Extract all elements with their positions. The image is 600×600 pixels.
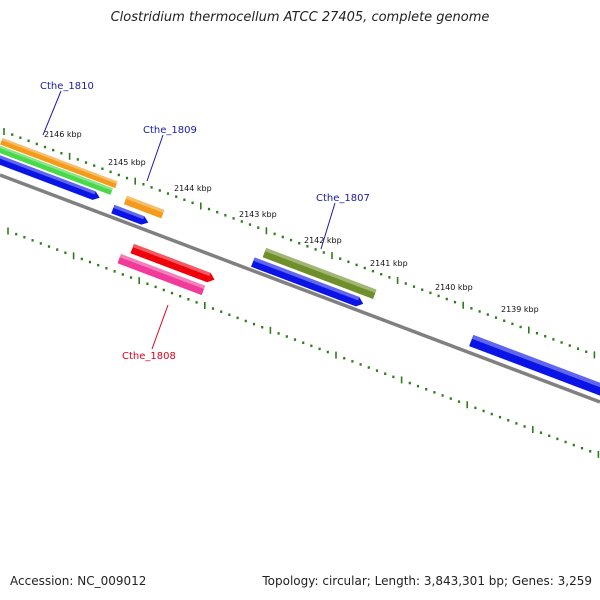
topology-text: Topology: circular; Length: 3,843,301 bp… — [262, 574, 592, 588]
gene-label-leader-0 — [42, 90, 62, 136]
kbp-label-5: 2141 kbp — [370, 259, 408, 268]
kbp-label-4: 2142 kbp — [304, 236, 342, 245]
gene-red-1808 — [130, 243, 215, 283]
gene-label-2: Cthe_1807 — [316, 193, 370, 204]
gene-olive-1807 — [262, 247, 377, 300]
kbp-label-7: 2139 kbp — [501, 305, 539, 314]
gene-blue-3 — [251, 257, 364, 307]
accession-text: Accession: NC_009012 — [10, 574, 147, 588]
kbp-label-1: 2145 kbp — [108, 158, 146, 167]
genome-backbone — [0, 173, 600, 404]
map-title: Clostridium thermocellum ATCC 27405, com… — [110, 10, 490, 25]
kbp-label-3: 2143 kbp — [239, 210, 277, 219]
kbp-label-0: 2146 kbp — [44, 130, 82, 139]
gene-label-leader-2 — [320, 202, 336, 250]
gene-green-1810 — [0, 145, 113, 195]
gene-pink-1808 — [117, 253, 206, 296]
gene-orange-1809 — [123, 195, 165, 219]
gene-blue-2 — [111, 204, 149, 225]
gene-label-3: Cthe_1808 — [122, 351, 176, 362]
kbp-label-2: 2144 kbp — [174, 184, 212, 193]
gene-label-leader-1 — [146, 134, 164, 182]
kbp-label-6: 2140 kbp — [435, 283, 473, 292]
gene-label-leader-3 — [151, 304, 169, 350]
gene-label-1: Cthe_1809 — [143, 125, 197, 136]
gene-blue-1 — [0, 153, 100, 200]
gene-label-0: Cthe_1810 — [40, 81, 94, 92]
gene-blue-4 — [469, 334, 600, 396]
gene-orange-1810 — [0, 138, 118, 189]
